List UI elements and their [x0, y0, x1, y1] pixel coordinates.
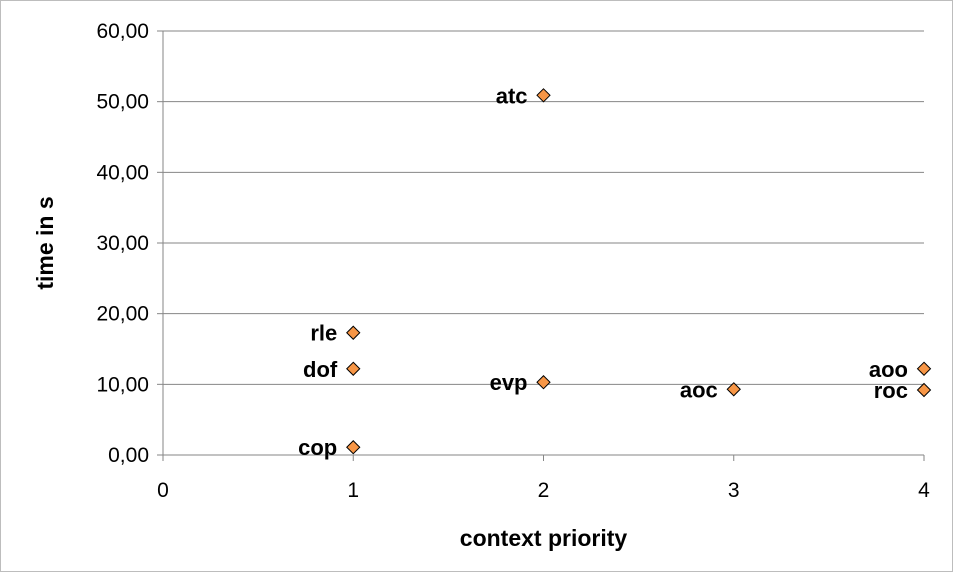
x-tick-label: 4 — [918, 479, 930, 502]
y-tick-labels: 0,00 10,00 20,00 30,00 40,00 50,00 60,00 — [96, 20, 149, 467]
y-tick-label: 10,00 — [96, 373, 149, 396]
point-label-dof: dof — [303, 357, 338, 382]
data-point-cop — [346, 440, 361, 455]
point-label-atc: atc — [496, 83, 528, 108]
y-tick-label: 40,00 — [96, 161, 149, 184]
axes — [157, 30, 925, 461]
x-tick-labels: 0 1 2 3 4 — [157, 479, 930, 502]
data-point-roc — [916, 382, 932, 398]
point-label-rle: rle — [310, 321, 337, 346]
x-tick-label: 2 — [538, 479, 550, 502]
data-point-aoc — [726, 382, 741, 397]
point-label-roc: roc — [874, 378, 908, 403]
gridlines — [163, 30, 924, 385]
point-label-aoo: aoo — [869, 357, 908, 382]
y-tick-label: 30,00 — [96, 232, 149, 255]
data-point-aoo — [916, 361, 932, 376]
data-point-dof — [346, 361, 361, 376]
y-tick-label: 50,00 — [96, 91, 149, 114]
data-point-evp — [536, 375, 551, 390]
data-point-rle — [346, 325, 361, 340]
y-tick-label: 20,00 — [96, 303, 149, 326]
data-point-atc — [536, 88, 551, 103]
x-tick-label: 0 — [157, 479, 169, 502]
x-tick-label: 1 — [347, 479, 359, 502]
y-tick-label: 60,00 — [96, 20, 149, 43]
data-points — [346, 88, 932, 455]
point-label-evp: evp — [490, 370, 528, 395]
x-tick-label: 3 — [728, 479, 740, 502]
y-tick-label: 0,00 — [108, 444, 149, 467]
point-label-cop: cop — [298, 435, 337, 460]
x-axis-title: context priority — [460, 525, 628, 551]
point-label-aoc: aoc — [680, 377, 718, 402]
y-axis-title: time in s — [32, 196, 58, 289]
